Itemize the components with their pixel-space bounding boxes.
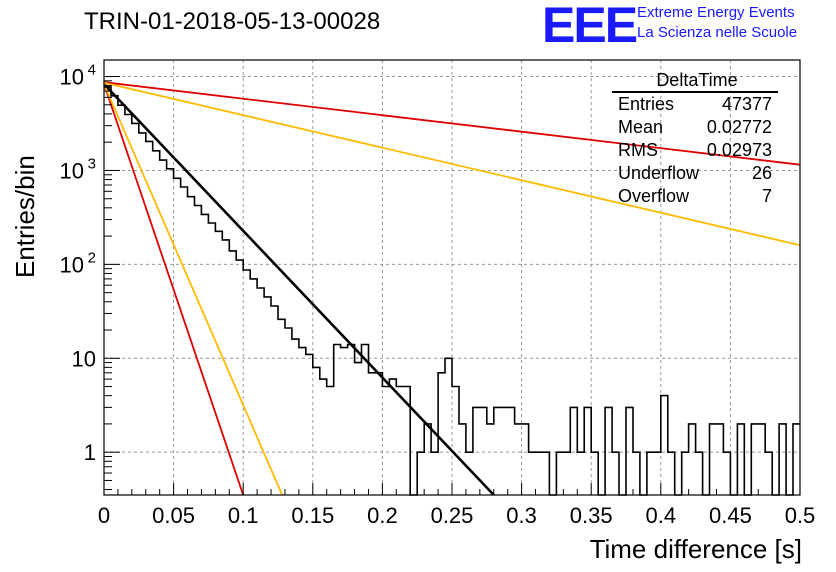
x-axis-ticks: 0 0.05 0.1 0.15 0.2 0.25 0.3 0.35 0.4 0.45 0.5 [98, 483, 815, 528]
x-axis-label: Time difference [s] [589, 534, 802, 564]
stats-row-mean: Mean 0.02772 [612, 116, 778, 139]
y-tick-exponent: 2 [88, 249, 96, 266]
stats-row-underflow: Underflow 26 [612, 162, 778, 185]
stats-value: 47377 [721, 94, 772, 114]
stats-value: 0.02772 [706, 117, 772, 137]
x-tick-label: 0.05 [152, 503, 195, 528]
y-tick-exponent: 3 [88, 155, 96, 172]
stats-box-title: DeltaTime [612, 70, 778, 93]
x-tick-label: 0.4 [646, 503, 677, 528]
fit-curve [103, 83, 245, 496]
eee-logo: EEE [542, 0, 638, 53]
x-tick-label: 0.5 [785, 503, 816, 528]
x-tick-label: 0.3 [506, 503, 537, 528]
x-tick-label: 0.35 [570, 503, 613, 528]
x-tick-label: 0.1 [228, 503, 259, 528]
stats-row-rms: RMS 0.02973 [612, 139, 778, 162]
stats-label: Entries [618, 94, 675, 114]
stats-value: 26 [751, 163, 772, 183]
y-tick-label: 10 [60, 65, 84, 90]
x-tick-label: 0.25 [431, 503, 474, 528]
fit-curve [103, 81, 801, 247]
x-tick-label: 0 [98, 503, 110, 528]
x-tick-label: 0.2 [367, 503, 398, 528]
x-tick-label: 0.45 [709, 503, 752, 528]
stats-label: Underflow [618, 163, 700, 183]
logo-subtitle-line1: Extreme Energy Events [637, 4, 795, 21]
stats-box: DeltaTime Entries 47377 Mean 0.02772 RMS… [612, 70, 778, 208]
deltatime-histogram [104, 86, 800, 496]
y-tick-exponent: 4 [88, 62, 96, 79]
y-tick-label: 10 [60, 158, 84, 183]
logo-subtitle-line2: La Scienza nelle Scuole [637, 24, 798, 41]
stats-value: 0.02973 [706, 140, 772, 160]
fit-curve [103, 81, 801, 166]
y-tick-label: 10 [72, 346, 96, 371]
x-tick-label: 0.15 [291, 503, 334, 528]
plot-title: TRIN-01-2018-05-13-00028 [84, 8, 381, 35]
y-tick-label: 10 [60, 252, 84, 277]
fit-curve [103, 83, 284, 496]
stats-label: RMS [618, 140, 658, 160]
stats-label: Mean [618, 117, 664, 137]
fit-curves [103, 81, 801, 496]
stats-label: Overflow [618, 186, 690, 206]
stats-value: 7 [761, 186, 772, 206]
stats-row-overflow: Overflow 7 [612, 185, 778, 208]
y-tick-label: 1 [84, 440, 96, 465]
y-axis-label: Entries/bin [10, 155, 40, 278]
stats-row-entries: Entries 47377 [612, 93, 778, 116]
fit-curve [103, 83, 495, 496]
